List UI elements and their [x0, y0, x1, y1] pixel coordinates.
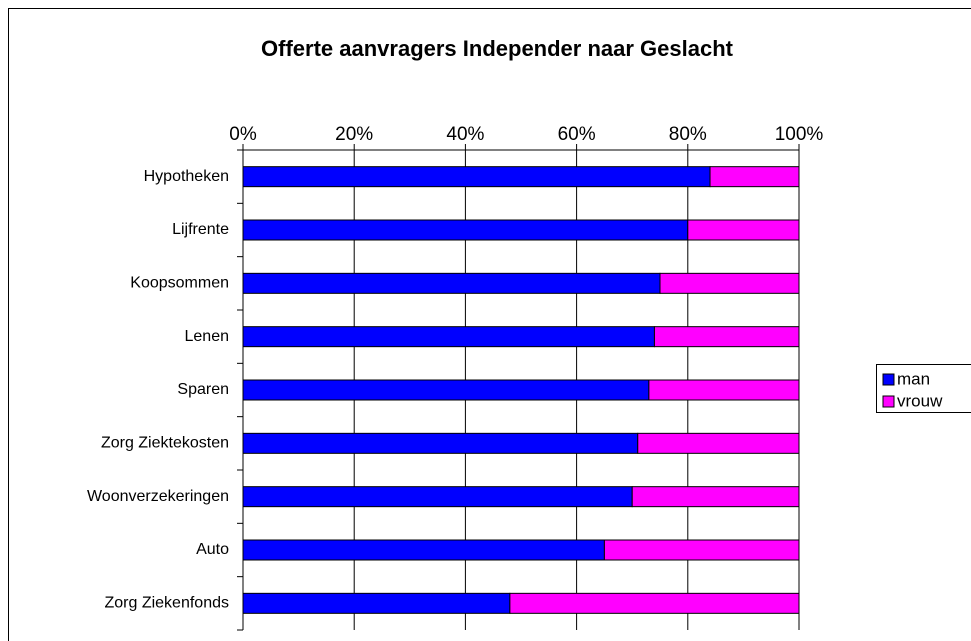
x-tick-label: 100% [775, 124, 824, 145]
bar [687, 219, 800, 241]
x-tick-label: 0% [229, 124, 257, 145]
y-tick-label: Lijfrente [172, 221, 229, 238]
x-tick-label: 20% [335, 124, 373, 145]
y-tick-label: Woonverzekeringen [87, 488, 229, 505]
bar [242, 539, 605, 561]
bar [659, 272, 800, 294]
y-tick-label: Hypotheken [144, 168, 229, 185]
chart-title: Offerte aanvragers Independer naar Gesla… [261, 36, 734, 61]
bar [242, 592, 511, 614]
bar [631, 486, 800, 508]
bar [709, 166, 800, 188]
bar [242, 379, 650, 401]
y-tick-label: Zorg Ziekenfonds [104, 595, 229, 612]
bar [242, 432, 639, 454]
bar [242, 219, 689, 241]
legend-label: vrouw [897, 391, 943, 410]
x-tick-label: 60% [558, 124, 596, 145]
bar [603, 539, 800, 561]
legend-swatch [882, 373, 895, 386]
x-tick-label: 40% [446, 124, 484, 145]
bar [509, 592, 800, 614]
bar [653, 326, 800, 348]
legend-label: man [897, 369, 930, 388]
y-tick-label: Koopsommen [130, 275, 229, 292]
y-tick-label: Sparen [177, 381, 229, 398]
y-tick-label: Lenen [185, 328, 230, 345]
y-tick-label: Zorg Ziektekosten [101, 435, 229, 452]
x-tick-label: 80% [669, 124, 707, 145]
bar [242, 326, 655, 348]
bar [648, 379, 800, 401]
bar [242, 166, 711, 188]
bar [242, 272, 661, 294]
bar [637, 432, 800, 454]
bar [242, 486, 633, 508]
legend-swatch [882, 395, 895, 408]
chart-border [8, 8, 971, 641]
y-tick-label: Auto [196, 541, 229, 558]
